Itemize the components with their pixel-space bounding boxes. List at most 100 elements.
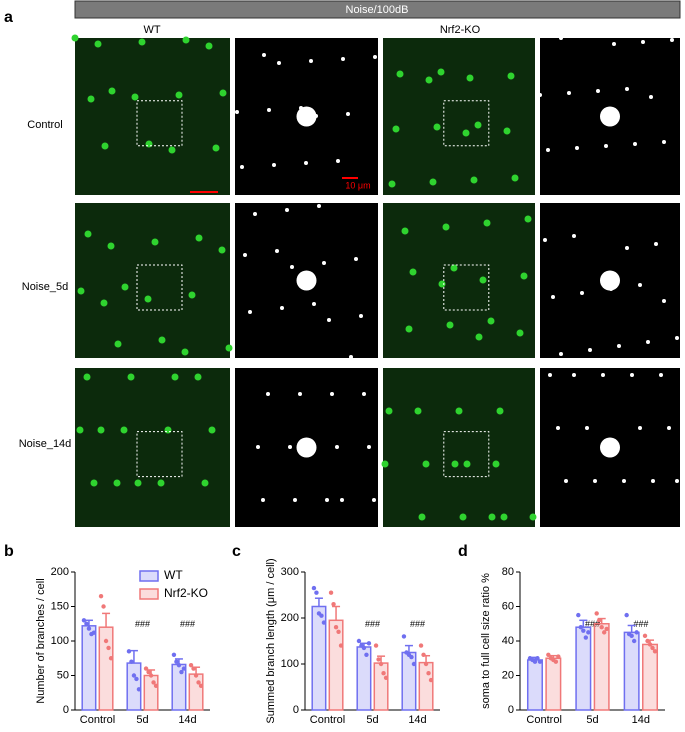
cell xyxy=(438,280,446,288)
cell xyxy=(158,336,166,344)
speck xyxy=(346,112,350,116)
cell xyxy=(487,317,495,325)
y-tick-label: 60 xyxy=(502,600,514,612)
speck xyxy=(559,352,563,356)
speck xyxy=(625,246,629,250)
speck xyxy=(362,392,366,396)
speck xyxy=(659,373,663,377)
microscopy-image xyxy=(75,203,230,358)
speck xyxy=(272,163,276,167)
microscopy-image xyxy=(75,368,230,527)
data-point xyxy=(601,630,607,635)
speck xyxy=(304,161,308,165)
panel-label: b xyxy=(4,543,14,560)
data-point xyxy=(196,680,201,685)
data-point xyxy=(193,673,199,678)
speck xyxy=(625,87,629,91)
data-point xyxy=(428,677,434,683)
cell xyxy=(127,373,135,381)
speck xyxy=(580,291,584,295)
cell xyxy=(219,89,227,97)
microscopy-image xyxy=(383,203,535,358)
y-tick-label: 100 xyxy=(51,635,69,647)
y-tick-label: 200 xyxy=(281,612,299,624)
data-point xyxy=(409,654,414,660)
cell xyxy=(520,272,528,280)
cell xyxy=(90,479,98,487)
data-point xyxy=(631,638,637,644)
cell xyxy=(225,344,233,352)
data-point xyxy=(423,661,429,667)
cell xyxy=(422,460,430,468)
data-point xyxy=(583,635,589,640)
data-point xyxy=(134,676,139,682)
cell xyxy=(455,407,463,415)
speck xyxy=(248,310,252,314)
data-point xyxy=(629,633,634,639)
cell xyxy=(414,407,422,415)
cell xyxy=(84,230,92,238)
data-point xyxy=(381,671,386,676)
cell xyxy=(138,38,146,46)
cell xyxy=(121,283,129,291)
cell xyxy=(450,264,458,272)
cell xyxy=(168,146,176,154)
cell xyxy=(462,129,470,137)
x-tick-label: Control xyxy=(310,714,345,726)
speck xyxy=(280,306,284,310)
speck xyxy=(256,445,260,449)
bar xyxy=(373,662,389,711)
data-point xyxy=(652,649,658,654)
cell xyxy=(131,93,139,101)
bar xyxy=(356,646,372,711)
data-point xyxy=(546,652,551,657)
y-axis-label: Summed branch length (μm / cell) xyxy=(265,558,277,723)
cell xyxy=(459,513,467,521)
speck xyxy=(612,42,616,46)
data-point xyxy=(411,661,417,667)
data-point xyxy=(331,602,336,607)
speck xyxy=(322,261,326,265)
cell xyxy=(201,479,209,487)
speck xyxy=(340,498,344,502)
speck xyxy=(298,392,302,396)
cell xyxy=(194,373,202,381)
header: Noise/100dB xyxy=(346,4,409,16)
zoom-box xyxy=(136,100,183,147)
speck xyxy=(559,36,563,40)
speck xyxy=(243,253,247,257)
cell xyxy=(71,34,79,42)
speck xyxy=(335,445,339,449)
cell xyxy=(157,479,165,487)
speck xyxy=(277,61,281,65)
cell xyxy=(388,180,396,188)
speck xyxy=(641,40,645,44)
cell xyxy=(463,460,471,468)
row-label: Control xyxy=(27,119,62,131)
cell xyxy=(195,234,203,242)
panel-label: c xyxy=(232,543,241,560)
speck xyxy=(662,140,666,144)
speck xyxy=(670,38,674,42)
y-tick-label: 200 xyxy=(51,566,69,578)
cell xyxy=(492,460,500,468)
annotation: ### xyxy=(180,619,195,629)
cell xyxy=(500,513,508,521)
speck xyxy=(538,93,542,97)
data-point xyxy=(537,659,543,664)
x-tick-label: 14d xyxy=(178,714,196,726)
zoom-box xyxy=(443,100,490,147)
cell xyxy=(433,123,441,131)
cell xyxy=(83,373,91,381)
y-tick-label: 20 xyxy=(502,669,514,681)
data-point xyxy=(171,652,177,657)
cell xyxy=(385,407,393,415)
speck xyxy=(593,479,597,483)
bar xyxy=(143,674,159,711)
legend-swatch xyxy=(139,570,159,582)
microscopy-image xyxy=(383,38,535,195)
cell xyxy=(392,125,400,133)
y-axis-label: soma to full cell size ratio % xyxy=(480,573,492,709)
cell xyxy=(181,348,189,356)
